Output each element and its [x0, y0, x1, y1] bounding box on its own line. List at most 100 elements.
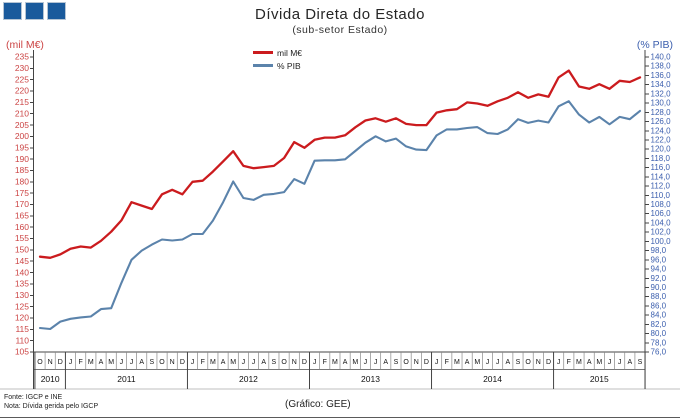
right-axis-tick-label: 134,0 — [651, 80, 672, 89]
right-axis-tick-label: 90,0 — [651, 283, 667, 292]
logo-square-icon — [25, 2, 44, 20]
left-axis-tick-label: 165 — [15, 211, 29, 221]
month-tick-label: J — [242, 359, 246, 366]
month-tick-label: A — [139, 359, 144, 366]
year-tick-label: 2011 — [117, 374, 136, 384]
month-tick-label: J — [130, 359, 134, 366]
left-axis-tick-label: 160 — [15, 222, 29, 232]
right-axis-tick-label: 94,0 — [651, 265, 667, 274]
left-axis-tick-label: 130 — [15, 290, 29, 300]
left-axis-tick-label: 150 — [15, 245, 29, 255]
month-tick-label: M — [108, 359, 114, 366]
left-axis-tick-label: 155 — [15, 233, 29, 243]
left-axis-tick-label: 140 — [15, 267, 29, 277]
left-axis-tick-label: 210 — [15, 108, 29, 118]
left-axis-tick-label: 135 — [15, 279, 29, 289]
month-tick-label: N — [536, 359, 541, 366]
right-axis-unit-label: (% PIB) — [636, 39, 673, 51]
month-tick-label: O — [525, 359, 531, 366]
month-tick-label: A — [465, 359, 470, 366]
month-tick-label: A — [627, 359, 632, 366]
legend-label: % PIB — [277, 60, 301, 71]
year-tick-label: 2014 — [483, 374, 502, 384]
month-tick-label: M — [88, 359, 94, 366]
month-tick-label: N — [48, 359, 53, 366]
month-tick-label: D — [58, 359, 63, 366]
month-tick-label: D — [180, 359, 185, 366]
blue-line-swatch-icon — [253, 64, 273, 67]
month-tick-label: O — [37, 359, 43, 366]
month-tick-label: J — [496, 359, 500, 366]
left-axis-tick-label: 180 — [15, 177, 29, 187]
right-axis-tick-label: 138,0 — [651, 62, 672, 71]
left-axis-tick-label: 170 — [15, 199, 29, 209]
year-tick-label: 2012 — [239, 374, 258, 384]
legend-item-mil-me: mil M€ — [253, 46, 302, 59]
right-axis-tick-label: 104,0 — [651, 218, 672, 227]
month-tick-label: S — [638, 359, 643, 366]
left-axis-tick-label: 190 — [15, 154, 29, 164]
month-tick-label: D — [424, 359, 429, 366]
month-tick-label: N — [414, 359, 419, 366]
right-axis-tick-label: 126,0 — [651, 117, 672, 126]
right-axis-tick-label: 96,0 — [651, 255, 667, 264]
month-tick-label: J — [252, 359, 256, 366]
right-axis-tick-label: 128,0 — [651, 108, 672, 117]
source-note: Fonte: IGCP e INE Nota: Dívida gerida pe… — [4, 394, 98, 411]
left-axis-tick-label: 200 — [15, 131, 29, 141]
credit-note: (Gráfico: GEE) — [285, 399, 351, 410]
series-line-1 — [38, 100, 642, 331]
right-axis-tick-label: 76,0 — [651, 348, 667, 357]
left-axis-tick-label: 205 — [15, 120, 29, 130]
right-axis-tick-label: 132,0 — [651, 89, 672, 98]
right-axis-tick-label: 118,0 — [651, 154, 671, 163]
right-axis-tick-label: 140,0 — [651, 53, 672, 62]
left-axis-tick-label: 110 — [15, 335, 29, 345]
month-tick-label: A — [221, 359, 226, 366]
right-axis-tick-label: 102,0 — [651, 228, 672, 237]
left-axis-tick-label: 185 — [15, 165, 29, 175]
month-tick-label: M — [576, 359, 582, 366]
month-tick-label: D — [546, 359, 551, 366]
left-axis-tick-label: 120 — [15, 313, 29, 323]
right-axis-tick-label: 92,0 — [651, 274, 667, 283]
year-tick-label: 2015 — [590, 374, 609, 384]
right-axis-tick-label: 136,0 — [651, 71, 672, 80]
month-tick-label: O — [403, 359, 409, 366]
note-line: Nota: Dívida gerida pelo IGCP — [4, 402, 99, 410]
month-tick-label: F — [567, 359, 571, 366]
right-axis-tick-label: 82,0 — [651, 320, 667, 329]
month-tick-label: J — [191, 359, 195, 366]
month-tick-label: S — [394, 359, 399, 366]
month-tick-label: N — [292, 359, 297, 366]
month-tick-label: J — [608, 359, 612, 366]
month-tick-label: A — [261, 359, 266, 366]
month-tick-label: J — [69, 359, 73, 366]
source-line: Fonte: IGCP e INE — [4, 394, 63, 401]
left-axis-tick-label: 235 — [15, 52, 29, 62]
left-axis-tick-label: 225 — [15, 74, 29, 84]
right-axis-tick-label: 124,0 — [651, 126, 672, 135]
month-tick-label: F — [445, 359, 449, 366]
month-tick-label: M — [454, 359, 460, 366]
month-tick-label: O — [159, 359, 165, 366]
year-tick-label: 2010 — [41, 374, 60, 384]
left-axis-tick-label: 145 — [15, 256, 29, 266]
month-tick-label: J — [120, 359, 124, 366]
left-axis-tick-label: 220 — [15, 86, 29, 96]
right-axis-tick-label: 78,0 — [651, 338, 667, 347]
right-axis-tick-label: 84,0 — [651, 311, 667, 320]
right-axis-tick-label: 122,0 — [651, 135, 672, 144]
legend-label: mil M€ — [277, 47, 303, 58]
month-tick-label: J — [435, 359, 439, 366]
month-tick-label: M — [474, 359, 480, 366]
right-axis-tick-label: 120,0 — [651, 145, 672, 154]
month-tick-label: M — [230, 359, 236, 366]
month-tick-label: M — [596, 359, 602, 366]
three-squares-logo — [3, 2, 66, 20]
month-tick-label: A — [587, 359, 592, 366]
right-axis-tick-label: 110,0 — [651, 191, 671, 200]
left-axis-unit-label: (mil M€) — [6, 39, 44, 51]
